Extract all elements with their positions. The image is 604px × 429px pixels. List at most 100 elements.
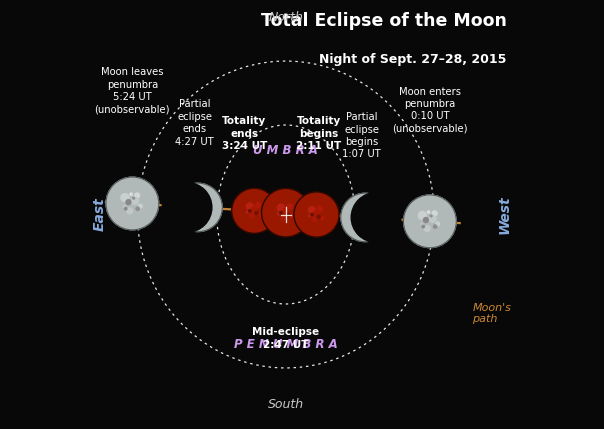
Text: Moon leaves
penumbra
5:24 UT
(unobservable): Moon leaves penumbra 5:24 UT (unobservab… [95, 67, 170, 115]
Circle shape [428, 214, 437, 223]
Circle shape [370, 218, 375, 222]
Circle shape [423, 217, 429, 223]
Circle shape [350, 192, 402, 243]
Text: Night of Sept. 27–28, 2015: Night of Sept. 27–28, 2015 [319, 52, 507, 66]
Circle shape [251, 206, 258, 213]
Circle shape [423, 225, 431, 233]
Circle shape [124, 207, 127, 211]
Text: Totality
ends
3:24 UT: Totality ends 3:24 UT [222, 116, 267, 151]
Circle shape [362, 207, 365, 211]
Circle shape [246, 210, 249, 214]
Circle shape [313, 210, 320, 217]
Circle shape [195, 197, 199, 201]
Text: P E N U M B R A: P E N U M B R A [234, 338, 338, 351]
Circle shape [249, 213, 255, 219]
Circle shape [131, 196, 140, 205]
Circle shape [279, 211, 283, 214]
Circle shape [248, 209, 251, 213]
Circle shape [173, 183, 223, 232]
Circle shape [174, 183, 222, 232]
Circle shape [308, 214, 312, 218]
Text: South: South [268, 398, 304, 411]
Circle shape [418, 211, 427, 220]
Circle shape [232, 188, 277, 233]
Circle shape [106, 176, 159, 230]
Text: Moon enters
penumbra
0:10 UT
(unobservable): Moon enters penumbra 0:10 UT (unobservab… [392, 87, 467, 134]
Circle shape [254, 211, 259, 215]
Circle shape [189, 208, 193, 212]
Circle shape [198, 201, 201, 204]
Circle shape [123, 204, 127, 208]
Circle shape [262, 188, 310, 237]
Text: Totality
begins
2:11 UT: Totality begins 2:11 UT [297, 116, 342, 151]
Circle shape [231, 188, 277, 234]
Circle shape [190, 211, 194, 214]
Circle shape [199, 197, 205, 203]
Text: East: East [92, 198, 106, 231]
Circle shape [359, 221, 366, 228]
Circle shape [277, 212, 280, 216]
Circle shape [320, 216, 324, 220]
Circle shape [254, 202, 261, 208]
Text: Moon's
path: Moon's path [472, 302, 512, 324]
Circle shape [120, 193, 130, 202]
Circle shape [191, 203, 198, 209]
Circle shape [341, 193, 390, 242]
Circle shape [426, 210, 431, 214]
Circle shape [368, 220, 372, 224]
Circle shape [289, 214, 294, 219]
Text: Partial
eclipse
ends
4:27 UT: Partial eclipse ends 4:27 UT [175, 100, 214, 147]
Circle shape [364, 211, 371, 219]
Text: U M B R A: U M B R A [253, 144, 318, 157]
Circle shape [286, 213, 291, 218]
Circle shape [277, 203, 285, 212]
Circle shape [358, 221, 361, 224]
Circle shape [316, 206, 323, 212]
Text: West: West [498, 195, 512, 234]
Text: Partial
eclipse
begins
1:07 UT: Partial eclipse begins 1:07 UT [342, 112, 381, 160]
Circle shape [422, 225, 425, 229]
Circle shape [262, 188, 310, 237]
Circle shape [403, 195, 456, 248]
Text: North: North [269, 11, 304, 24]
Circle shape [433, 224, 437, 229]
Circle shape [134, 192, 140, 199]
Circle shape [310, 213, 314, 216]
Circle shape [192, 211, 199, 218]
Circle shape [354, 208, 362, 217]
Circle shape [246, 202, 254, 210]
Circle shape [187, 198, 196, 206]
Circle shape [308, 206, 316, 214]
Circle shape [365, 211, 368, 214]
Circle shape [311, 217, 317, 222]
Text: Total Eclipse of the Moon: Total Eclipse of the Moon [261, 12, 507, 30]
Circle shape [196, 201, 204, 209]
Circle shape [294, 192, 339, 237]
Circle shape [258, 212, 262, 217]
Circle shape [282, 208, 289, 215]
Circle shape [340, 193, 390, 242]
Circle shape [431, 210, 438, 217]
Circle shape [403, 194, 457, 248]
Circle shape [135, 206, 140, 211]
Circle shape [203, 207, 208, 212]
Circle shape [367, 207, 373, 213]
Circle shape [359, 213, 364, 219]
Circle shape [286, 203, 293, 210]
Circle shape [138, 203, 143, 209]
Circle shape [356, 218, 360, 222]
Circle shape [132, 196, 135, 200]
Circle shape [280, 215, 286, 221]
Circle shape [316, 214, 321, 219]
Circle shape [201, 210, 205, 214]
Text: Mid-eclipse
2:47 UT: Mid-eclipse 2:47 UT [252, 327, 320, 350]
Circle shape [435, 221, 440, 227]
Circle shape [125, 199, 132, 205]
Circle shape [129, 192, 133, 196]
Circle shape [420, 222, 424, 226]
Circle shape [161, 182, 213, 233]
Circle shape [429, 214, 433, 218]
Circle shape [294, 192, 339, 237]
Circle shape [126, 207, 133, 214]
Circle shape [106, 177, 159, 230]
